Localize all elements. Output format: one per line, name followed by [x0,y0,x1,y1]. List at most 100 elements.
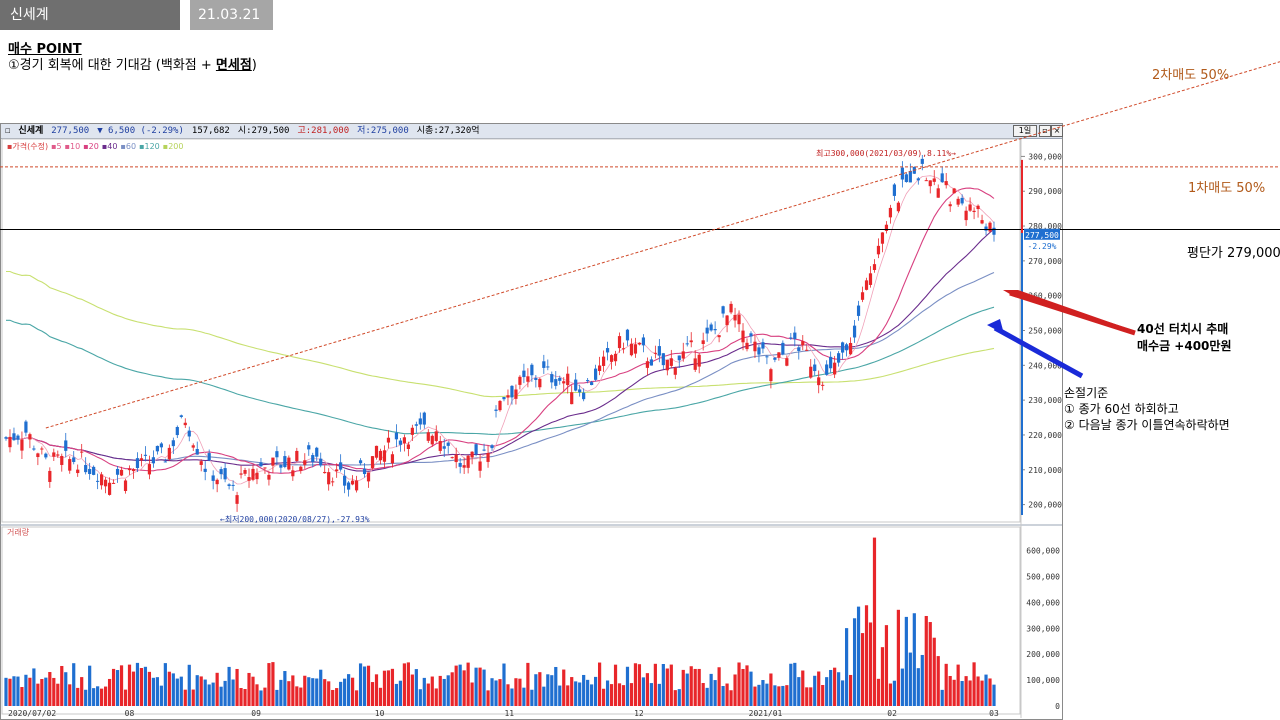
candle-body [151,457,156,464]
date-tab[interactable]: 21.03.21일 [190,0,273,53]
volume-bar [382,670,387,706]
volume-bar [693,668,697,706]
volume-bar [255,684,259,706]
candle-body [813,364,817,372]
volume-tick-label: 0 [1055,702,1060,711]
volume-bar [821,684,825,706]
chart-titlebar: ☐ 신세계 277,500 ▼ 6,500 (-2.29%) 157,682 시:279,… [1,124,1062,139]
volume-bar [52,677,56,706]
stop-loss-rule-1: ① 종가 60선 하회하고 [1064,402,1179,416]
candle-body [390,454,395,464]
candle-body [319,458,323,466]
volume-bar [848,674,853,706]
candle-body [653,352,657,354]
x-tick-label: 08 [125,709,135,718]
y-tick-label: 220,000 [1028,431,1062,440]
volume-bar [76,687,80,706]
volume-bar [171,673,175,706]
volume-bar [203,679,207,706]
candle-body [741,330,745,343]
candle-body [681,351,685,359]
candle-body [394,432,399,440]
volume-bar [673,690,677,706]
volume-bar [665,668,669,706]
volume-bar [259,690,263,706]
volume-bar [582,674,586,706]
red-arrow-shaft [1009,290,1136,336]
volume-bar [438,675,442,706]
volume-bar [474,667,478,706]
volume-bar [107,678,112,706]
period-button[interactable]: 1일 [1013,125,1037,137]
candle-body [438,441,442,451]
volume-bar [566,685,570,706]
volume-bar [48,672,52,706]
stock-open: 시:279,500 [237,126,290,136]
volume-bar [530,689,534,706]
volume-bar [900,668,904,706]
volume-bar [769,673,773,706]
candle-body [378,450,383,461]
candle-body [677,355,681,361]
volume-bar [856,606,861,706]
volume-tick-label: 400,000 [1026,598,1060,607]
volume-bar [613,664,618,706]
checkbox-icon[interactable]: ☐ [5,126,11,136]
volume-tick-label: 500,000 [1026,572,1060,581]
candle-body [331,481,335,483]
volume-bar [466,662,470,706]
candle-body [713,329,717,331]
candle-body [462,465,466,468]
close-icon[interactable]: × [1051,125,1063,137]
volume-bar [952,679,956,706]
candle-body [267,474,271,480]
volume-bar [195,675,199,706]
candle-body [578,389,582,393]
volume-bar [386,670,391,706]
volume-tick-label: 300,000 [1026,624,1060,633]
volume-bar [932,637,936,706]
candle-body [848,342,853,355]
candle-body [219,469,223,475]
volume-panel [1,526,1021,715]
stock-price: 277,500 [51,126,90,136]
candle-body [402,437,406,444]
candle-body [753,341,757,352]
ma200-line [6,270,995,398]
candle-body [924,180,928,182]
candle-body [709,324,713,331]
volume-bar [398,680,403,706]
candle-body [450,457,454,459]
ticker-tab[interactable]: 신세계 [0,0,180,30]
volume-bar [510,688,514,706]
volume-bar [988,678,992,706]
volume-bar [976,676,980,706]
candle-body [841,342,845,353]
volume-bar [4,677,8,706]
volume-bar [534,674,538,706]
volume-bar [621,685,626,706]
candle-body [199,461,203,465]
volume-bar [311,678,315,706]
volume-bar [625,666,630,706]
volume-bar [681,669,685,706]
candle-body [852,325,857,338]
candle-body [434,431,438,441]
volume-bar [279,679,283,706]
candle-body [793,332,797,340]
candle-body [661,353,665,366]
volume-bar [151,677,156,706]
volume-bar [749,671,753,706]
candle-body [558,377,562,381]
volume-bar [159,685,163,706]
volume-bar [374,674,379,706]
candle-body [781,342,785,355]
candle-body [765,356,769,358]
volume-bar [972,662,976,706]
volume-bar [697,668,701,706]
candle-body [641,337,646,346]
candle-body [223,468,227,480]
volume-bar [833,667,837,706]
candle-body [111,482,116,484]
volume-bar [211,682,215,706]
